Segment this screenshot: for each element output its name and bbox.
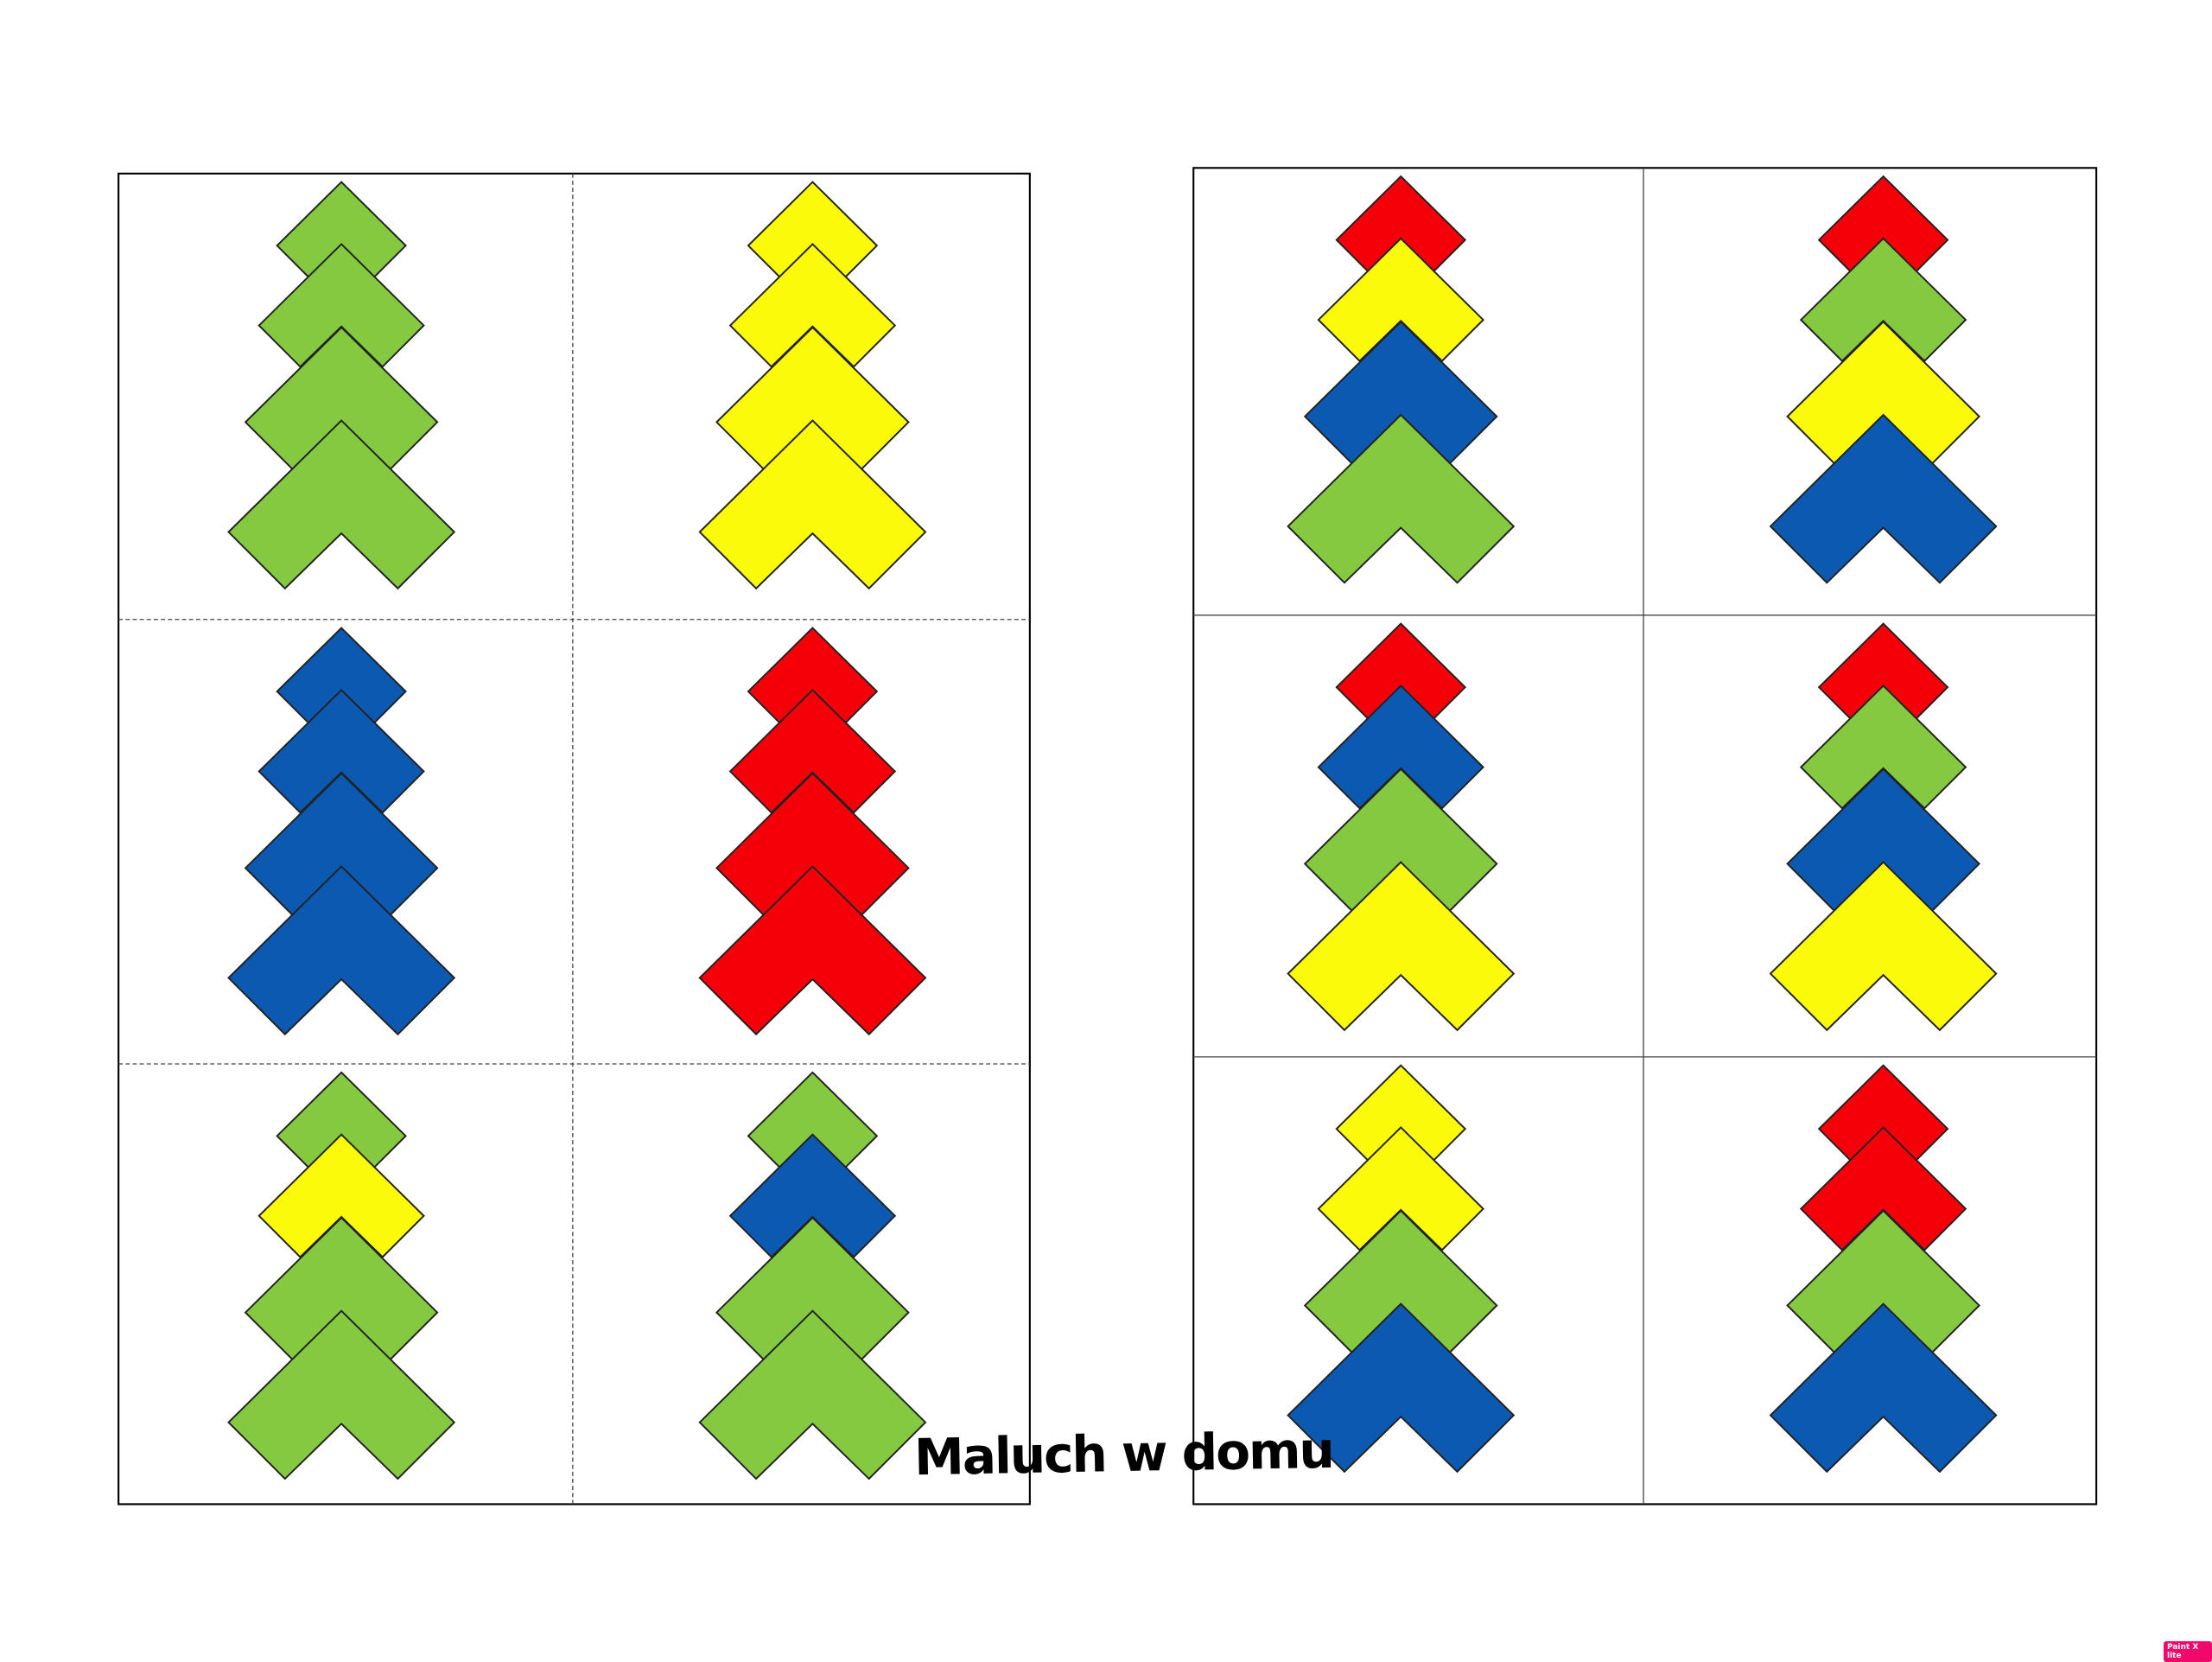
chevron-shape: [1287, 861, 1516, 1032]
chevron-shape: [1287, 413, 1516, 584]
page-border-right: [1192, 167, 2098, 1506]
chevron-shape: [698, 419, 927, 590]
chevron-shape: [698, 865, 927, 1036]
chevron-shape: [227, 865, 456, 1036]
chevron-shape: [227, 419, 456, 590]
chevron-shape: [1769, 861, 1998, 1032]
app-badge: Paint X lite: [2164, 1641, 2212, 1662]
chevron-shape: [698, 1309, 927, 1481]
chevron-shape: [227, 1309, 456, 1481]
chevron-shape: [1769, 413, 1998, 584]
chevron-shape: [1287, 1302, 1516, 1474]
watermark-logo: Maluch w domu: [913, 1420, 1334, 1487]
page-border-left: [118, 172, 1031, 1506]
chevron-shape: [1769, 1302, 1998, 1474]
